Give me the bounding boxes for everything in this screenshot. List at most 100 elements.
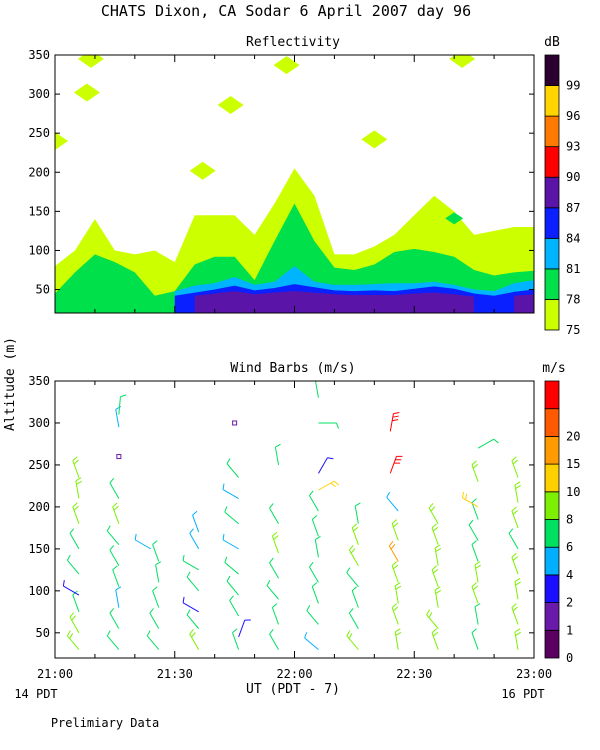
wind-barb — [232, 420, 238, 426]
wind-barb-staff — [474, 606, 479, 625]
wind-barb-staff — [109, 549, 120, 566]
wind-barb-staff — [155, 564, 160, 583]
reflectivity-colorbar-swatch — [544, 237, 560, 270]
wind-barb-feather — [75, 477, 82, 482]
wind-barb-feather — [386, 491, 391, 498]
wind-barb-feather — [514, 578, 521, 582]
wind-barb — [222, 483, 239, 499]
wind-barb-feather — [106, 525, 111, 532]
wind-barb-feather — [474, 561, 481, 566]
wind-barb-staff — [508, 533, 519, 550]
wind-barb-feather — [309, 490, 314, 496]
wind-barb-staff — [389, 456, 397, 474]
wind-barb-staff — [311, 519, 319, 537]
reflectivity-ytick-label: 50 — [36, 283, 50, 297]
wind-barb-staff — [134, 539, 152, 550]
reflectivity-colorbar-tick: 75 — [566, 323, 580, 337]
wind-barb-staff — [152, 544, 160, 562]
wind-barb — [115, 586, 122, 608]
wind-colorbar-swatch — [544, 435, 560, 465]
wind-barb-staff — [269, 562, 279, 579]
wind-barb-feather — [229, 595, 234, 601]
wind-barb — [192, 510, 200, 533]
wind-barb-feather — [112, 565, 118, 571]
wind-barb-staff — [266, 585, 279, 600]
wind-barb — [269, 629, 279, 650]
wind-barb-feather — [115, 586, 122, 591]
wind-barb-staff — [271, 607, 280, 625]
wind-barb-staff — [351, 527, 359, 545]
wind-barb-feather — [109, 545, 115, 551]
reflectivity-colorbar-swatch — [544, 115, 560, 148]
reflectivity-colorbar-tick: 84 — [566, 231, 580, 245]
wind-barb — [271, 603, 280, 625]
wind-ytick-label: 200 — [28, 500, 50, 514]
reflectivity-colorbar-swatch — [544, 54, 560, 86]
wind-barb-feather — [269, 503, 274, 509]
wind-barb-feather — [182, 554, 185, 561]
reflectivity-colorbar-swatch — [544, 299, 560, 331]
wind-barb-feather — [432, 526, 439, 532]
wind-barb-staff — [222, 489, 239, 499]
wind-barb — [474, 561, 482, 583]
wind-barb-feather — [348, 633, 353, 639]
reflectivity-patch — [77, 55, 104, 68]
wind-barb-staff — [146, 635, 160, 650]
wind-barb-feather — [152, 586, 158, 592]
wind-barb-feather — [348, 608, 354, 614]
wind-barb-staff — [348, 612, 359, 629]
wind-barb — [351, 523, 359, 545]
wind-barb — [69, 612, 80, 634]
reflectivity-colorbar-swatch — [544, 207, 560, 239]
wind-barb-feather — [306, 605, 311, 611]
wind-barb — [189, 629, 200, 650]
wind-barb — [394, 628, 402, 650]
wind-barb-feather — [224, 556, 228, 563]
reflectivity-colorbar-label: dB — [544, 35, 560, 50]
wind-barb — [226, 458, 239, 478]
wind-barb-staff — [189, 633, 200, 650]
wind-barb — [182, 554, 199, 571]
reflectivity-colorbar-tick: 96 — [566, 109, 580, 123]
reflectivity-colorbar-tick: 90 — [566, 170, 580, 184]
wind-barb — [511, 603, 519, 625]
reflectivity-colorbar-tick: 87 — [566, 201, 580, 215]
wind-barb-feather — [432, 568, 439, 574]
wind-barb — [112, 565, 120, 587]
wind-barb-staff — [471, 632, 479, 650]
wind-barb-staff — [477, 438, 494, 449]
wind-barb-staff — [109, 482, 120, 499]
wind-barb — [109, 545, 120, 566]
wind-barb-feather — [471, 582, 477, 587]
wind-barb-staff — [222, 539, 239, 550]
wind-barb-feather — [465, 493, 468, 500]
wind-barb-staff — [75, 480, 80, 499]
wind-barb-feather — [327, 457, 334, 460]
reflectivity-patch — [217, 96, 244, 115]
wind-barb-staff — [231, 632, 240, 650]
wind-barb-staff — [431, 569, 439, 587]
wind-barb — [224, 506, 239, 525]
wind-barb — [109, 477, 120, 499]
wind-barb — [314, 536, 321, 558]
wind-barb-feather — [155, 561, 162, 566]
wind-barb-feather — [393, 522, 399, 528]
wind-barb-feather — [224, 506, 228, 513]
wind-barb-feather — [72, 456, 78, 461]
wind-barb — [152, 540, 160, 562]
wind-barb-staff — [72, 506, 80, 524]
reflectivity-patch — [73, 83, 100, 102]
wind-barb-feather — [269, 557, 274, 563]
wind-barb — [62, 580, 80, 596]
x-tick-label: 21:30 — [157, 667, 193, 681]
wind-barb-staff — [434, 589, 439, 608]
reflectivity-ytick-label: 300 — [28, 87, 50, 101]
wind-barb — [511, 506, 519, 529]
wind-barb — [434, 544, 442, 566]
wind-barb-feather — [434, 544, 441, 549]
wind-colorbar-swatch — [544, 546, 560, 576]
wind-barb-feather — [309, 561, 314, 568]
wind-barb-feather — [182, 596, 185, 603]
wind-barb-feather — [392, 419, 399, 422]
wind-barb — [346, 630, 359, 650]
